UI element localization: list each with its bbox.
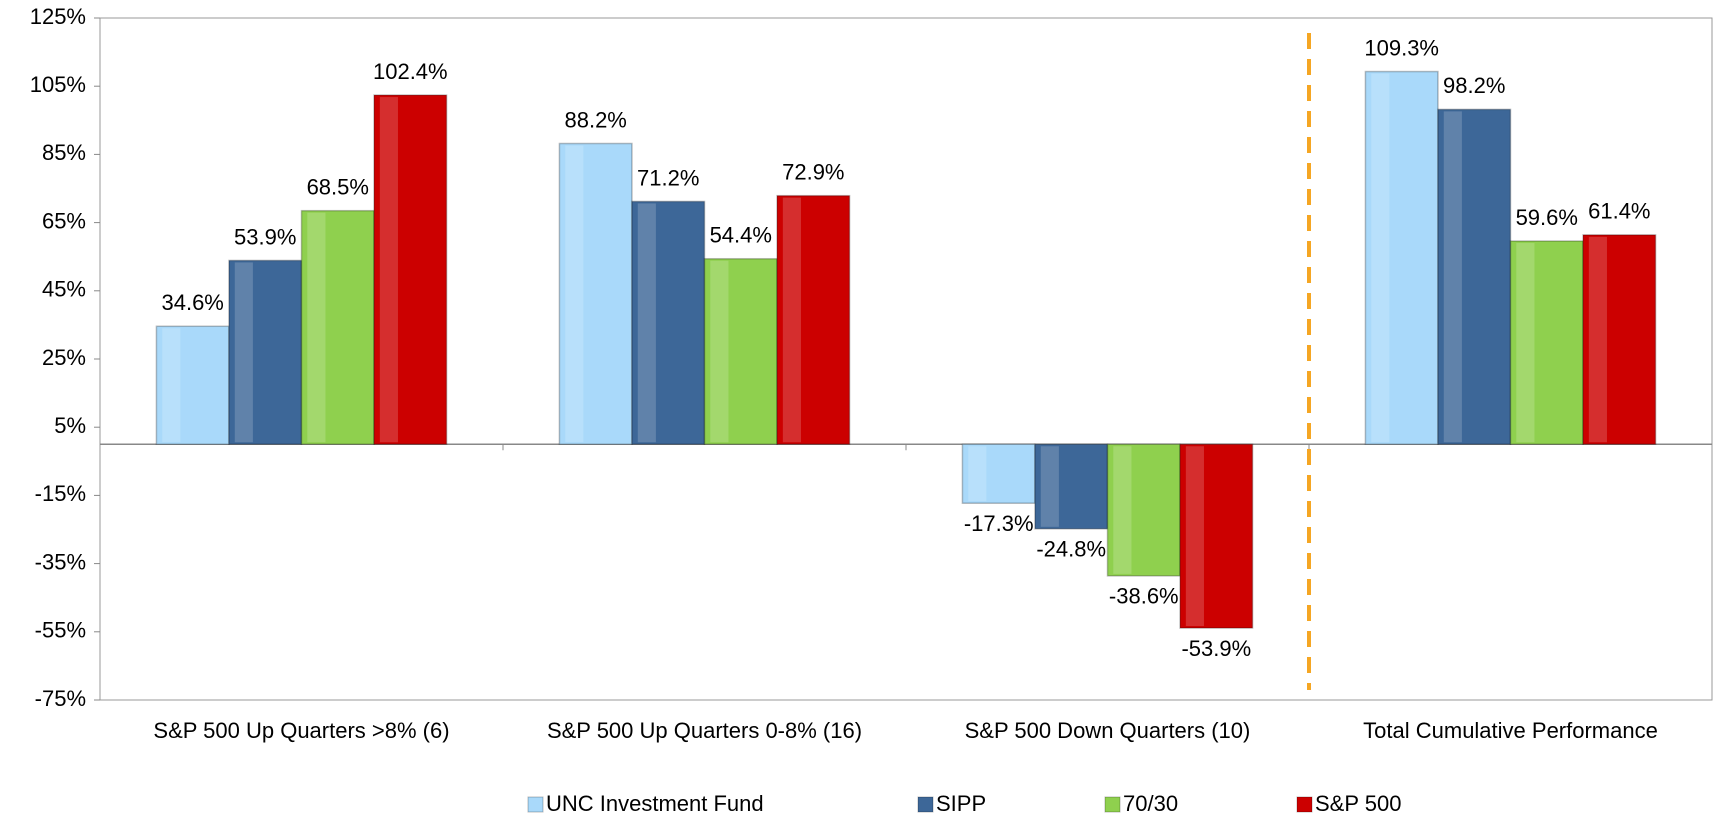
data-label: 72.9%: [782, 159, 844, 184]
data-label: 71.2%: [637, 165, 699, 190]
bar-highlight: [968, 446, 987, 502]
data-label: 102.4%: [373, 59, 448, 84]
data-label: -38.6%: [1109, 584, 1179, 609]
data-label: 34.6%: [161, 290, 223, 315]
legend-swatch: [1104, 796, 1121, 813]
data-label: -17.3%: [964, 511, 1034, 536]
bar-highlight: [782, 197, 801, 443]
bar: [228, 259, 303, 445]
data-label: 98.2%: [1443, 73, 1505, 98]
legend-swatch: [917, 796, 934, 813]
bar-highlight: [637, 203, 656, 443]
data-label: 88.2%: [564, 107, 626, 132]
bar: [300, 209, 375, 445]
x-tick-label: S&P 500 Up Quarters 0-8% (16): [547, 718, 862, 743]
data-label: 54.4%: [710, 223, 772, 248]
bar: [558, 142, 633, 445]
bar-highlight: [565, 145, 584, 443]
bar: [1179, 443, 1254, 629]
y-tick-label: 65%: [42, 208, 86, 233]
bar-highlight: [379, 97, 398, 443]
data-label: 61.4%: [1588, 199, 1650, 224]
data-label: 68.5%: [307, 174, 369, 199]
y-tick-label: 105%: [30, 72, 86, 97]
bar-highlight: [1371, 73, 1390, 443]
data-label: 53.9%: [234, 224, 296, 249]
bar: [1509, 240, 1584, 445]
bar-highlight: [1113, 446, 1132, 574]
y-tick-label: -35%: [35, 549, 86, 574]
bar: [1034, 443, 1109, 530]
bar: [631, 200, 706, 445]
data-label: 59.6%: [1516, 205, 1578, 230]
bar: [1582, 234, 1657, 445]
bar: [1364, 70, 1439, 446]
bar: [373, 94, 448, 445]
y-tick-label: 85%: [42, 140, 86, 165]
bar-highlight: [162, 328, 181, 443]
bar: [155, 325, 230, 446]
data-label: -53.9%: [1181, 636, 1251, 661]
y-tick-label: 45%: [42, 277, 86, 302]
bar: [703, 257, 778, 445]
bar-highlight: [1040, 446, 1059, 527]
legend-label: S&P 500: [1315, 791, 1401, 816]
y-tick-label: 5%: [54, 413, 86, 438]
x-tick-label: S&P 500 Up Quarters >8% (6): [153, 718, 449, 743]
y-tick-label: -75%: [35, 686, 86, 711]
legend-label: SIPP: [936, 791, 986, 816]
x-tick-label: Total Cumulative Performance: [1363, 718, 1658, 743]
bar-highlight: [307, 212, 326, 443]
y-tick-label: 25%: [42, 345, 86, 370]
bar-highlight: [710, 260, 729, 443]
y-tick-label: -55%: [35, 618, 86, 643]
legend-label: 70/30: [1123, 791, 1178, 816]
legend-swatch: [1296, 796, 1313, 813]
bar-highlight: [1516, 243, 1535, 443]
y-tick-label: 125%: [30, 4, 86, 29]
data-label: 109.3%: [1364, 35, 1439, 60]
bar-highlight: [1185, 446, 1204, 627]
bar: [776, 194, 851, 445]
x-tick-label: S&P 500 Down Quarters (10): [965, 718, 1251, 743]
data-label: -24.8%: [1036, 537, 1106, 562]
y-tick-label: -15%: [35, 481, 86, 506]
bar: [1106, 443, 1181, 577]
bar-highlight: [234, 262, 253, 443]
bar-highlight: [1588, 236, 1607, 443]
legend-label: UNC Investment Fund: [546, 791, 764, 816]
legend-swatch: [527, 796, 544, 813]
bar: [961, 443, 1036, 504]
bar-highlight: [1443, 111, 1462, 443]
